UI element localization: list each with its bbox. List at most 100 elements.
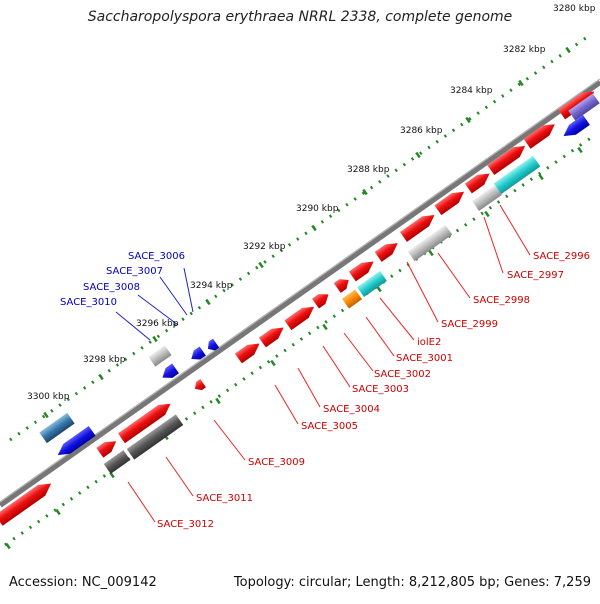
gene-label-iole2[interactable]: iolE2: [417, 337, 441, 348]
ruler-label-3290: 3290 kbp: [296, 204, 339, 214]
label-leader-line: [213, 419, 246, 461]
gene-sace-3004-arrow[interactable]: [234, 339, 263, 364]
gene-label-sace-2999[interactable]: SACE_2999: [441, 319, 498, 330]
gene-iole2-arrow[interactable]: [348, 257, 377, 282]
ruler-tick: [5, 542, 11, 550]
label-leader-line: [365, 316, 395, 357]
label-leader-line: [115, 311, 151, 341]
label-leader-line: [379, 297, 415, 341]
label-leader-line: [297, 367, 321, 408]
gene-label-sace-3012[interactable]: SACE_3012: [157, 519, 214, 530]
gene-sace-2996-arrow[interactable]: [523, 119, 559, 149]
gene-label-sace-3004[interactable]: SACE_3004: [323, 404, 380, 415]
label-leader-line: [499, 204, 531, 256]
gene-sace-3011-arrow[interactable]: [96, 436, 119, 458]
gene-sace-3009-arrow[interactable]: [118, 399, 174, 444]
gene-sace-2997-arrow[interactable]: [487, 141, 528, 176]
ruler-tick: [428, 249, 434, 257]
gene-blue-rev-2[interactable]: [54, 425, 96, 460]
map-title: Saccharopolyspora erythraea NRRL 2338, c…: [87, 9, 513, 25]
gene-outer-purple[interactable]: [568, 93, 600, 121]
ruler-tick: [55, 508, 61, 516]
gene-sace-2998-arrow[interactable]: [434, 187, 467, 216]
ruler-tick: [376, 285, 382, 293]
gene-sace-3002-arrow[interactable]: [284, 302, 317, 331]
gene-sace-3005-arrow[interactable]: [192, 379, 206, 393]
gene-label-sace-2998[interactable]: SACE_2998: [473, 295, 530, 306]
ruler-label-3296: 3296 kbp: [136, 319, 179, 329]
ruler-line-outer: [9, 33, 591, 442]
gene-gray-1[interactable]: [472, 185, 502, 211]
ruler-tick: [518, 79, 524, 87]
ruler-label-3300: 3300 kbp: [27, 392, 70, 402]
ruler-tick: [465, 116, 471, 124]
gene-label-sace-3008[interactable]: SACE_3008: [83, 282, 140, 293]
gene-label-sace-3001[interactable]: SACE_3001: [396, 353, 453, 364]
label-leader-line: [483, 216, 504, 274]
ruler-tick: [415, 151, 421, 159]
label-leader-line: [165, 456, 194, 497]
gene-label-sace-2996[interactable]: SACE_2996: [533, 251, 590, 262]
genome-summary-text: Topology: circular; Length: 8,212,805 bp…: [233, 575, 591, 590]
gene-gray-2[interactable]: [407, 224, 453, 262]
gene-dark-2[interactable]: [103, 450, 131, 474]
label-leader-line: [159, 276, 188, 316]
gene-blue-rev-1[interactable]: [560, 115, 590, 141]
ruler-ticks: [5, 46, 583, 550]
gene-sace-3007-arrow[interactable]: [205, 338, 220, 354]
ruler-label-3284: 3284 kbp: [450, 86, 493, 96]
gene-sace-3003-arrow[interactable]: [258, 323, 287, 348]
ruler-label-3294: 3294 kbp: [190, 281, 233, 291]
gene-sace-3010-arrow[interactable]: [159, 363, 179, 382]
label-leader-line: [137, 294, 179, 326]
ruler-tick: [43, 411, 49, 419]
label-leader-line: [343, 332, 374, 372]
gene-sace-3008-arrow[interactable]: [188, 346, 206, 363]
ruler-label-3282: 3282 kbp: [503, 45, 546, 55]
gene-sace-2999-arrow[interactable]: [400, 210, 438, 242]
gene-outer-9[interactable]: [333, 275, 352, 293]
gene-orange[interactable]: [342, 289, 362, 309]
gene-label-sace-2997[interactable]: SACE_2997: [507, 270, 564, 281]
ruler-label-3292: 3292 kbp: [243, 242, 286, 252]
gene-label-sace-3009[interactable]: SACE_3009: [248, 457, 305, 468]
gene-label-sace-3011[interactable]: SACE_3011: [196, 493, 253, 504]
gene-outer-4[interactable]: [464, 169, 493, 194]
label-leader-line: [183, 267, 194, 313]
ruler-tick: [152, 335, 158, 343]
ruler-tick: [311, 224, 317, 232]
label-leader-line: [322, 345, 351, 388]
gene-gray-3[interactable]: [148, 345, 172, 367]
gene-label-sace-3006[interactable]: SACE_3006: [128, 251, 185, 262]
genome-backbone: [0, 79, 600, 508]
ruler-tick: [362, 188, 368, 196]
gene-label-sace-3010[interactable]: SACE_3010: [60, 297, 117, 308]
gene-label-sace-3005[interactable]: SACE_3005: [301, 421, 358, 432]
ruler-tick: [98, 373, 104, 381]
accession-text: Accession: NC_009142: [9, 575, 157, 590]
gene-sace-3001-arrow[interactable]: [312, 289, 332, 309]
ruler-tick: [538, 173, 544, 181]
ruler-tick: [577, 146, 583, 154]
gene-cyan-2[interactable]: [357, 271, 387, 297]
ruler-tick: [565, 46, 571, 54]
gene-label-sace-3007[interactable]: SACE_3007: [106, 266, 163, 277]
ruler-label-3288: 3288 kbp: [347, 165, 390, 175]
gene-sace-3012-arrow[interactable]: [0, 478, 55, 526]
gene-steel[interactable]: [39, 412, 75, 444]
gene-dark-1[interactable]: [126, 414, 184, 460]
ruler-tick: [484, 210, 490, 218]
ruler-line-inner: [4, 133, 596, 547]
gene-label-sace-3003[interactable]: SACE_3003: [352, 384, 409, 395]
ruler-label-3280: 3280 kbp: [553, 4, 596, 14]
label-leader-line: [274, 384, 299, 425]
ruler-tick: [270, 359, 276, 367]
ruler-label-3298: 3298 kbp: [83, 355, 126, 365]
gene-outer-7[interactable]: [374, 238, 402, 262]
ruler-tick: [205, 298, 211, 306]
gene-cyan-1[interactable]: [493, 155, 541, 195]
label-leader-line: [127, 481, 156, 523]
gene-label-sace-3002[interactable]: SACE_3002: [374, 369, 431, 380]
